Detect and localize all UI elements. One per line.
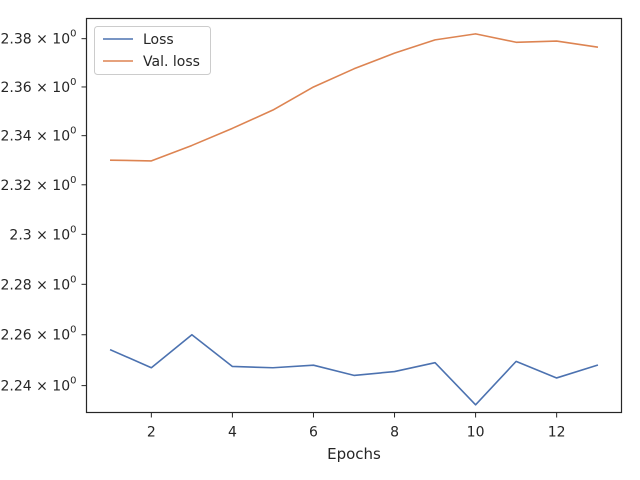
y-tick-label: 2.32 × 100 — [1, 175, 77, 194]
y-axis: 2.24 × 100 2.26 × 100 2.28 × 100 2.3 × 100 2… — [1, 29, 87, 395]
y-tick-label: 2.34 × 100 — [1, 126, 77, 145]
x-tick-label: 4 — [228, 425, 237, 441]
x-tick-label: 6 — [309, 425, 318, 441]
y-tick-label: 2.24 × 100 — [1, 376, 77, 395]
legend-label-loss: Loss — [143, 32, 174, 48]
x-tick-label: 10 — [467, 425, 485, 441]
x-axis: 2 4 6 8 10 12 — [147, 412, 566, 441]
series-line-loss — [109, 333, 599, 406]
plot-area — [109, 33, 599, 406]
legend-label-val-loss: Val. loss — [143, 54, 200, 70]
legend: Loss Val. loss — [94, 26, 211, 75]
series-layer — [109, 33, 599, 406]
x-tick-label: 2 — [147, 425, 156, 441]
y-tick-label: 2.3 × 100 — [9, 224, 76, 243]
y-tick-label: 2.28 × 100 — [1, 274, 77, 293]
x-tick-label: 8 — [390, 425, 399, 441]
y-tick-label: 2.26 × 100 — [1, 325, 77, 344]
y-tick-label: 2.38 × 100 — [1, 29, 77, 48]
series-line-val-loss — [110, 33, 599, 162]
axes-frame — [85, 17, 623, 414]
x-tick-label: 12 — [548, 425, 566, 441]
y-tick-label: 2.36 × 100 — [1, 77, 77, 96]
x-axis-title: Epochs — [327, 445, 381, 463]
